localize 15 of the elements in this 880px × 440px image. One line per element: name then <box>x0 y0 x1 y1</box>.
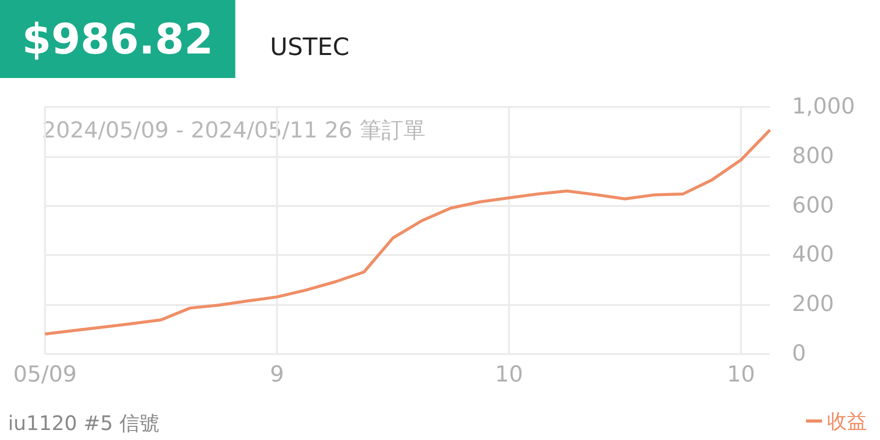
text: iu1120 #5 信號 <box>8 411 160 435</box>
x-tick-label: 9 <box>270 362 284 388</box>
y-tick-label: 200 <box>792 292 834 318</box>
y-tick-label: 1,000 <box>792 94 855 120</box>
y-tick-label: 0 <box>792 342 806 366</box>
chart-title: $986.82 <box>22 14 214 64</box>
chart-subtitle: USTEC <box>270 33 350 61</box>
legend-label: 收益 <box>827 409 867 433</box>
y-tick-label: 400 <box>792 242 834 268</box>
x-tick-label: 10 <box>727 362 755 388</box>
y-tick-label: 600 <box>792 193 834 218</box>
x-tick-label: 10 <box>495 362 523 388</box>
y-tick-label: 800 <box>792 144 834 169</box>
x-tick-label: 05/09 <box>13 362 77 388</box>
annotation: 2024/05/09 - 2024/05/11 26 筆訂單 <box>42 118 426 144</box>
